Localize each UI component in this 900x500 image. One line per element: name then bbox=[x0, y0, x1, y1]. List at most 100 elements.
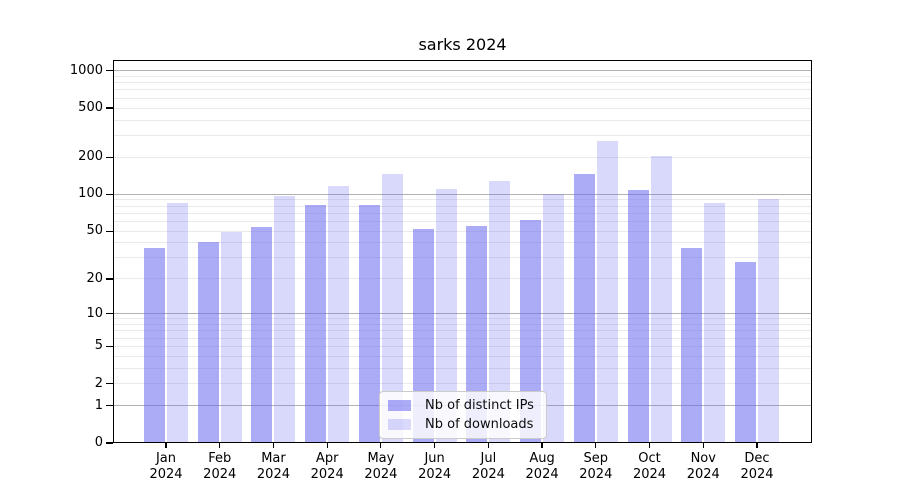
y-tick-label: 50 bbox=[86, 223, 103, 239]
y-tick-mark bbox=[106, 70, 113, 72]
bar-downloads-jun bbox=[435, 189, 457, 443]
minor-gridline bbox=[113, 75, 812, 77]
minor-gridline bbox=[113, 220, 812, 222]
bar-distinct-ips-mar bbox=[251, 227, 273, 443]
minor-gridline bbox=[113, 82, 812, 84]
x-tick-mark bbox=[756, 443, 758, 448]
y-tick-label: 200 bbox=[78, 149, 103, 165]
legend-swatch-downloads bbox=[388, 419, 411, 430]
bar-downloads-jul bbox=[489, 181, 511, 443]
minor-gridline bbox=[113, 156, 812, 158]
chart-title: sarks 2024 bbox=[418, 35, 507, 54]
minor-gridline bbox=[113, 230, 812, 232]
bar-downloads-may bbox=[381, 174, 403, 443]
minor-gridline bbox=[113, 257, 812, 259]
y-tick-mark bbox=[106, 193, 113, 195]
legend-entry-downloads: Nb of downloads bbox=[388, 417, 538, 432]
y-tick-mark bbox=[106, 345, 113, 348]
legend-label: Nb of distinct IPs bbox=[425, 398, 534, 413]
y-tick-mark bbox=[106, 107, 113, 109]
x-tick-mark bbox=[487, 443, 489, 448]
minor-gridline bbox=[113, 89, 812, 91]
major-gridline bbox=[113, 193, 812, 195]
minor-gridline bbox=[113, 212, 812, 214]
minor-gridline bbox=[113, 324, 812, 326]
x-tick-mark bbox=[165, 443, 167, 448]
bar-distinct-ips-nov bbox=[681, 248, 703, 443]
y-tick-mark bbox=[106, 278, 113, 280]
x-tick-mark bbox=[272, 443, 275, 448]
minor-gridline bbox=[113, 242, 812, 244]
x-tick-label: Nov 2024 bbox=[686, 451, 720, 482]
bar-downloads-oct bbox=[650, 156, 672, 443]
minor-gridline bbox=[113, 337, 812, 339]
x-tick-label: Dec 2024 bbox=[740, 451, 774, 482]
x-tick-mark bbox=[702, 443, 704, 448]
legend-swatch-distinct-ips bbox=[388, 400, 411, 411]
x-tick-label: Jul 2024 bbox=[471, 451, 505, 482]
bar-distinct-ips-jul bbox=[466, 226, 488, 443]
bar-distinct-ips-sep bbox=[573, 173, 595, 443]
minor-gridline bbox=[113, 119, 812, 121]
bar-distinct-ips-jun bbox=[412, 229, 434, 443]
minor-gridline bbox=[113, 107, 812, 109]
y-tick-label: 2 bbox=[94, 375, 103, 391]
bar-distinct-ips-jan bbox=[144, 248, 165, 443]
x-tick-mark bbox=[380, 443, 382, 448]
x-tick-label: May 2024 bbox=[364, 451, 398, 482]
x-tick-label: Feb 2024 bbox=[203, 451, 237, 482]
minor-gridline bbox=[113, 278, 812, 280]
x-tick-mark bbox=[595, 443, 597, 448]
bar-downloads-nov bbox=[704, 202, 726, 443]
y-tick-label: 5 bbox=[94, 338, 103, 354]
x-tick-label: Apr 2024 bbox=[310, 451, 344, 482]
x-tick-label: Oct 2024 bbox=[632, 451, 667, 482]
y-tick-label: 500 bbox=[78, 100, 103, 115]
y-tick-mark bbox=[106, 405, 113, 407]
legend-label: Nb of downloads bbox=[425, 417, 534, 432]
x-tick-mark bbox=[541, 443, 543, 448]
y-tick-label: 100 bbox=[78, 186, 103, 202]
minor-gridline bbox=[113, 318, 812, 320]
minor-gridline bbox=[113, 383, 812, 385]
major-gridline bbox=[113, 70, 812, 72]
y-tick-label: 1 bbox=[94, 397, 103, 413]
minor-gridline bbox=[113, 367, 812, 369]
y-tick-mark bbox=[106, 313, 113, 315]
legend-entry-distinct-ips: Nb of distinct IPs bbox=[388, 398, 538, 413]
bar-distinct-ips-dec bbox=[735, 261, 756, 443]
y-tick-mark bbox=[106, 442, 113, 444]
bar-downloads-feb bbox=[220, 232, 242, 443]
y-tick-label: 1000 bbox=[69, 62, 103, 78]
x-tick-label: Aug 2024 bbox=[525, 451, 559, 482]
x-tick-label: Jan 2024 bbox=[149, 451, 183, 482]
bar-downloads-aug bbox=[543, 193, 565, 443]
x-tick-mark bbox=[219, 443, 221, 448]
bar-distinct-ips-aug bbox=[520, 219, 542, 443]
minor-gridline bbox=[113, 330, 812, 332]
bar-downloads-mar bbox=[274, 195, 296, 443]
bar-distinct-ips-oct bbox=[627, 190, 649, 443]
x-tick-label: Sep 2024 bbox=[579, 451, 613, 482]
y-tick-mark bbox=[106, 156, 113, 158]
y-tick-mark bbox=[106, 230, 113, 232]
legend: Nb of distinct IPs Nb of downloads bbox=[379, 391, 547, 439]
bar-distinct-ips-apr bbox=[305, 204, 327, 443]
y-tick-label: 10 bbox=[86, 305, 103, 321]
x-tick-label: Jun 2024 bbox=[418, 451, 452, 482]
y-tick-label: 20 bbox=[86, 270, 103, 286]
x-tick-mark bbox=[326, 443, 328, 448]
x-tick-label: Mar 2024 bbox=[256, 451, 290, 482]
bar-distinct-ips-may bbox=[358, 204, 380, 443]
minor-gridline bbox=[113, 134, 812, 136]
minor-gridline bbox=[113, 355, 812, 357]
bar-downloads-apr bbox=[328, 185, 350, 443]
y-tick-label: 0 bbox=[94, 435, 103, 450]
bar-distinct-ips-feb bbox=[197, 241, 219, 443]
minor-gridline bbox=[113, 205, 812, 207]
major-gridline bbox=[113, 313, 812, 315]
x-tick-mark bbox=[648, 443, 651, 448]
bar-downloads-jan bbox=[167, 202, 188, 443]
bar-downloads-dec bbox=[758, 199, 779, 443]
